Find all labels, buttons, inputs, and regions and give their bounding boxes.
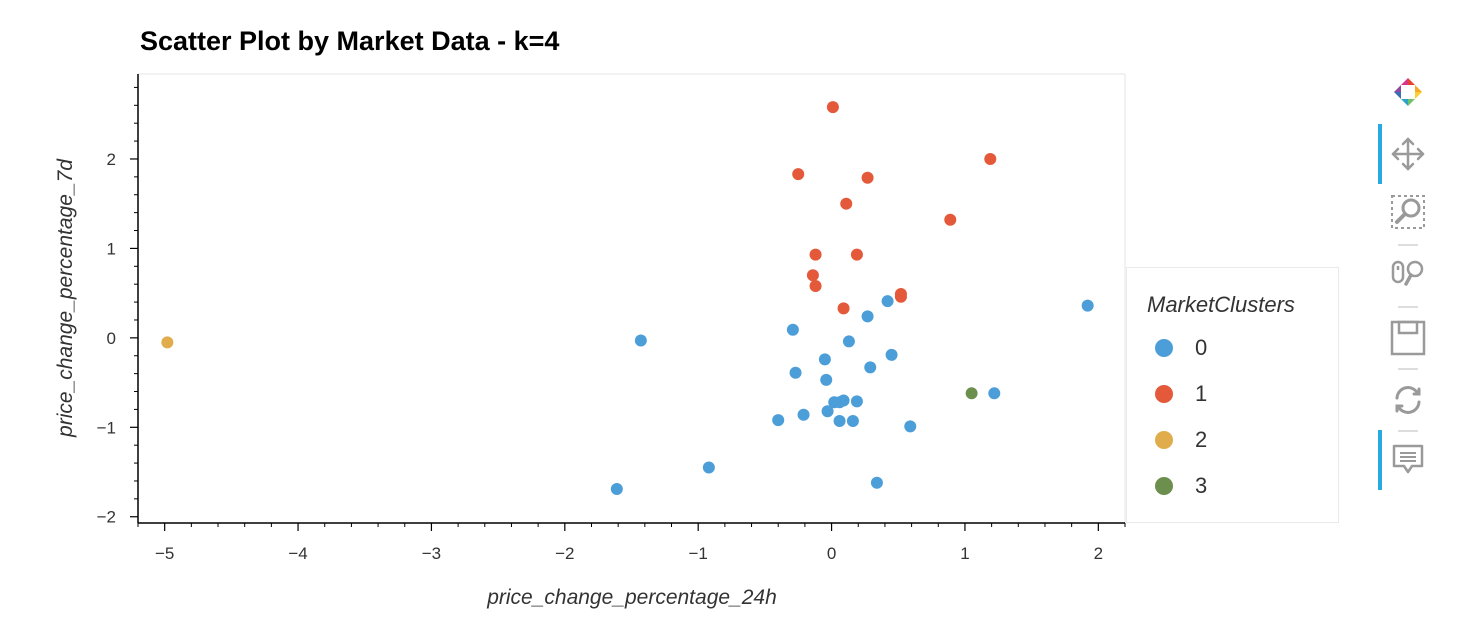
toolbar-separator xyxy=(1398,306,1418,308)
scatter-point-cluster-1[interactable] xyxy=(894,290,907,303)
scatter-point-cluster-1[interactable] xyxy=(837,302,850,315)
scatter-point-cluster-0[interactable] xyxy=(850,395,863,408)
legend-label: 2 xyxy=(1195,427,1208,452)
scatter-point-cluster-0[interactable] xyxy=(789,366,802,379)
scatter-point-cluster-0[interactable] xyxy=(881,295,894,308)
scatter-point-cluster-0[interactable] xyxy=(818,353,831,366)
legend-swatch xyxy=(1155,385,1173,403)
legend-item-2[interactable]: 2 xyxy=(1155,425,1207,455)
pan-active-indicator xyxy=(1378,124,1382,184)
scatter-point-cluster-0[interactable] xyxy=(820,373,833,386)
x-tick-label: −5 xyxy=(155,544,174,563)
scatter-point-cluster-0[interactable] xyxy=(702,461,715,474)
y-tick-label: −1 xyxy=(97,418,116,437)
scatter-point-cluster-0[interactable] xyxy=(904,420,917,433)
scatter-point-cluster-0[interactable] xyxy=(833,415,846,428)
scatter-point-cluster-1[interactable] xyxy=(840,197,853,210)
scatter-point-cluster-0[interactable] xyxy=(837,394,850,407)
pan-icon[interactable] xyxy=(1390,136,1426,172)
legend-item-3[interactable]: 3 xyxy=(1155,471,1207,501)
toolbar-separator xyxy=(1398,368,1418,370)
scatter-point-cluster-0[interactable] xyxy=(610,483,623,496)
x-tick-label: 1 xyxy=(960,544,969,563)
scatter-point-cluster-0[interactable] xyxy=(1081,299,1094,312)
scatter-point-cluster-2[interactable] xyxy=(161,336,174,349)
toolbar-separator xyxy=(1398,244,1418,246)
wheel-zoom-icon[interactable] xyxy=(1390,256,1426,292)
chart-title: Scatter Plot by Market Data - k=4 xyxy=(140,26,560,56)
x-axis: −5 −4 −3 −2 −1 0 1 2 xyxy=(137,522,1126,563)
scatter-point-cluster-0[interactable] xyxy=(797,408,810,421)
legend-label: 3 xyxy=(1195,473,1208,498)
scatter-point-cluster-0[interactable] xyxy=(846,415,859,428)
toolbar-separator xyxy=(1398,430,1418,432)
scatter-point-cluster-1[interactable] xyxy=(806,269,819,282)
legend-item-0[interactable]: 0 xyxy=(1155,333,1207,363)
scatter-point-cluster-0[interactable] xyxy=(988,387,1001,400)
scatter-point-cluster-1[interactable] xyxy=(861,171,874,184)
scatter-point-cluster-1[interactable] xyxy=(809,279,822,292)
legend-swatch xyxy=(1155,339,1173,357)
x-tick-label: −4 xyxy=(288,544,307,563)
scatter-point-cluster-1[interactable] xyxy=(826,101,839,114)
plot-frame xyxy=(137,73,1126,524)
y-tick-label: 0 xyxy=(107,329,116,348)
hover-active-indicator xyxy=(1378,430,1382,490)
scatter-point-cluster-0[interactable] xyxy=(864,361,877,374)
legend-label: 1 xyxy=(1195,381,1208,406)
x-axis-label: price_change_percentage_24h xyxy=(486,586,777,609)
scatter-point-cluster-1[interactable] xyxy=(792,168,805,181)
y-tick-label: −2 xyxy=(97,508,116,527)
scatter-point-cluster-3[interactable] xyxy=(965,387,978,400)
scatter-point-cluster-0[interactable] xyxy=(870,476,883,489)
x-tick-label: −1 xyxy=(688,544,707,563)
y-tick-label: 1 xyxy=(107,239,116,258)
scatter-point-cluster-0[interactable] xyxy=(772,414,785,427)
scatter-point-cluster-0[interactable] xyxy=(861,310,874,323)
x-tick-label: −3 xyxy=(422,544,441,563)
box-zoom-icon[interactable] xyxy=(1390,194,1426,230)
scatter-point-cluster-0[interactable] xyxy=(634,334,647,347)
hover-icon[interactable] xyxy=(1390,442,1426,478)
scatter-point-cluster-0[interactable] xyxy=(842,335,855,348)
legend-swatch xyxy=(1155,477,1173,495)
legend-title: MarketClusters xyxy=(1147,292,1295,317)
toolbar xyxy=(1378,70,1438,500)
legend-item-1[interactable]: 1 xyxy=(1155,379,1207,409)
y-tick-label: 2 xyxy=(107,150,116,169)
bokeh-logo-icon[interactable] xyxy=(1390,74,1426,110)
scatter-point-cluster-1[interactable] xyxy=(984,152,997,165)
save-icon[interactable] xyxy=(1390,320,1426,356)
reset-icon[interactable] xyxy=(1390,382,1426,418)
legend-swatch xyxy=(1155,431,1173,449)
x-tick-label: 2 xyxy=(1094,544,1103,563)
scatter-point-cluster-0[interactable] xyxy=(821,405,834,418)
x-tick-label: 0 xyxy=(827,544,836,563)
scatter-point-cluster-1[interactable] xyxy=(809,248,822,261)
legend-label: 0 xyxy=(1195,335,1208,360)
scatter-point-cluster-0[interactable] xyxy=(885,348,898,361)
y-axis: −2 −1 0 1 2 xyxy=(97,74,139,527)
scatter-point-cluster-1[interactable] xyxy=(850,248,863,261)
x-tick-label: −2 xyxy=(555,544,574,563)
scatter-point-cluster-0[interactable] xyxy=(786,323,799,336)
data-points xyxy=(161,101,1094,496)
y-axis-label: price_change_percentage_7d xyxy=(54,158,77,438)
legend[interactable]: MarketClusters 0 1 2 3 xyxy=(1126,267,1339,523)
scatter-point-cluster-1[interactable] xyxy=(944,213,957,226)
